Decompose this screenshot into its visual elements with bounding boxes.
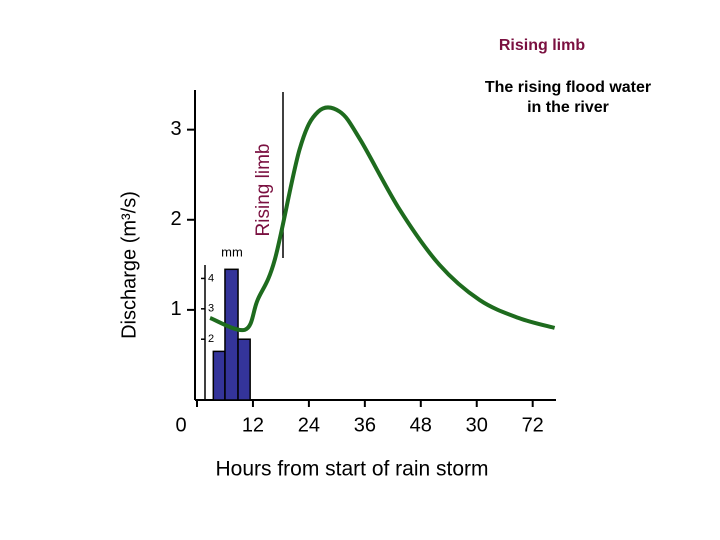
y-tick-label: 3	[170, 118, 181, 140]
y2-tick-label: 4	[208, 272, 214, 284]
x-tick-label: 0	[175, 414, 186, 436]
y-tick-label: 2	[170, 208, 181, 230]
x-tick-label: 48	[410, 414, 432, 436]
rain-bar	[212, 350, 226, 401]
y2-tick-label: 2	[208, 333, 214, 345]
y-axis-label: Discharge (m³/s)	[118, 191, 140, 339]
annotation: The rising flood water	[485, 79, 651, 96]
x-tick-label: 30	[466, 414, 488, 436]
x-tick-label: 36	[354, 414, 376, 436]
rising-limb-label: Rising limb	[253, 144, 274, 237]
x-tick-label: 72	[522, 414, 544, 436]
discharge-line	[209, 105, 556, 333]
rain-bar	[224, 268, 239, 401]
chart-title: Rising limb	[499, 37, 585, 54]
x-tick-label: 12	[242, 414, 264, 436]
y-tick-label: 1	[170, 298, 181, 320]
x-axis-label: Hours from start of rain storm	[215, 458, 488, 481]
rain-bar	[237, 338, 251, 401]
y2-axis-label: mm	[221, 244, 243, 259]
y2-tick-label: 3	[208, 303, 214, 315]
x-tick-label: 24	[298, 414, 320, 436]
annotation: in the river	[527, 99, 609, 116]
